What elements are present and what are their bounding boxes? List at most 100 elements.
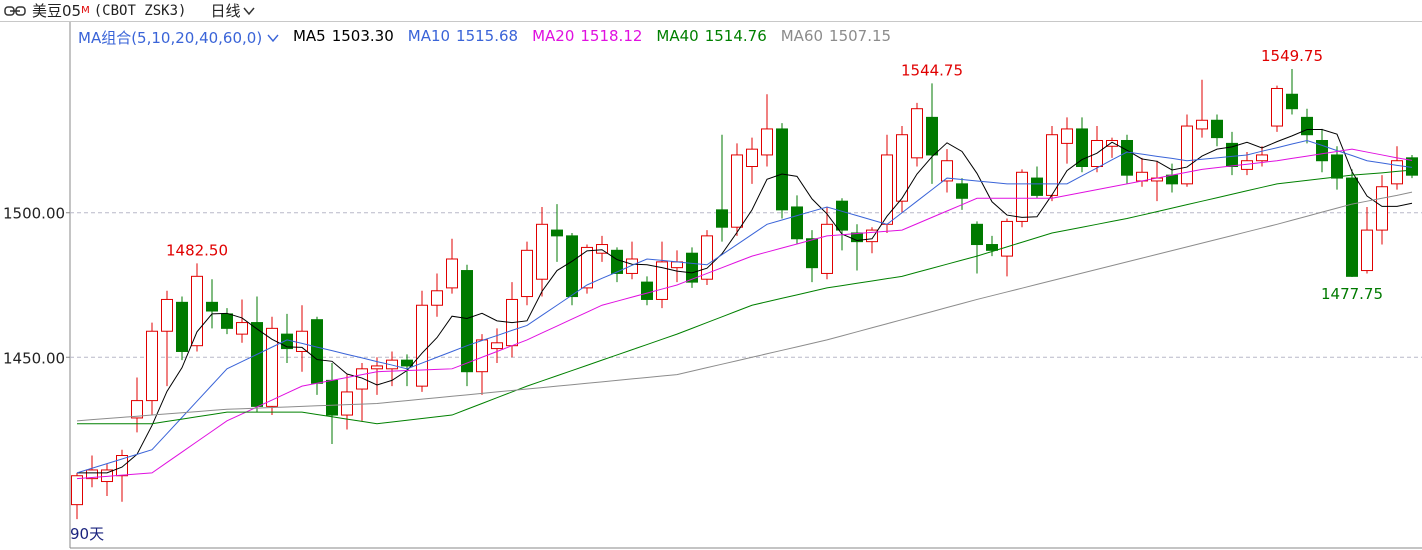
extreme-label: 1549.75 (1261, 47, 1323, 65)
candle-body (1061, 128, 1073, 144)
candle-body (146, 330, 158, 402)
candle-body (1211, 119, 1223, 139)
candle-body (416, 304, 428, 387)
ma-line (76, 139, 1413, 474)
extreme-label: 1477.75 (1321, 285, 1383, 303)
candle-body (1286, 93, 1298, 110)
ma-selector[interactable]: MA组合(5,10,20,40,60,0) (78, 27, 279, 48)
legend-entry: MA5 1503.30 (293, 27, 394, 48)
legend-name: MA20 (532, 27, 575, 45)
candle-body (611, 249, 623, 274)
candle-body (386, 359, 398, 370)
extreme-label: 1544.75 (901, 61, 963, 79)
candle-body (161, 298, 173, 332)
candle-body (686, 252, 698, 283)
candle-body (1376, 186, 1388, 231)
candle-body (566, 235, 578, 298)
candle-body (206, 301, 218, 312)
candle-body (716, 209, 728, 228)
period-selector[interactable]: 日线 (210, 2, 241, 20)
candle-body (1331, 154, 1343, 179)
candle-body (221, 313, 233, 329)
legend-value: 1514.76 (704, 27, 767, 45)
candle-body (851, 232, 863, 243)
link-icon[interactable] (4, 5, 26, 16)
ma-legend: MA组合(5,10,20,40,60,0) MA5 1503.30 MA10 1515… (78, 27, 891, 48)
extreme-label: 1482.50 (166, 241, 228, 259)
candle-body (596, 244, 608, 254)
candle-body (1106, 139, 1118, 147)
ma-line (77, 169, 1413, 425)
candle-body (1121, 139, 1133, 176)
legend-value: 1518.12 (580, 27, 643, 45)
candle-body (236, 322, 248, 335)
candle-body (341, 391, 353, 416)
candle-body (446, 258, 458, 289)
candle-body (1076, 128, 1088, 168)
candle-body (836, 200, 848, 231)
candle-body (911, 108, 923, 159)
candle-body (176, 301, 188, 352)
candle-body (761, 128, 773, 156)
candle-body (1031, 177, 1043, 196)
candle-body (926, 116, 938, 156)
candle-body (491, 342, 503, 350)
y-tick-label: 1450.00 (3, 349, 65, 367)
ma-line (77, 129, 1413, 474)
ma-line (76, 191, 1413, 422)
candle-body (1016, 171, 1028, 222)
candle-body (551, 229, 563, 237)
candle-body (806, 238, 818, 269)
candle-body (326, 379, 338, 416)
candle-body (1001, 220, 1013, 257)
candle-body (296, 330, 308, 352)
candle-body (116, 455, 128, 477)
legend-entry: MA10 1515.68 (408, 27, 518, 48)
candle-body (1301, 116, 1313, 136)
candle-body (71, 475, 83, 506)
candle-body (431, 290, 443, 306)
candle-body (311, 319, 323, 384)
candle-body (356, 368, 368, 390)
symbol-code: (CBOT ZSK3) (93, 2, 187, 19)
ma-combo-label: MA组合(5,10,20,40,60,0) (78, 29, 263, 47)
symbol-name: 美豆05 (32, 2, 82, 20)
candle-body (881, 154, 893, 225)
legend-name: MA60 (780, 27, 824, 45)
candle-body (266, 327, 278, 407)
candle-body (941, 160, 953, 182)
candle-body (131, 400, 143, 419)
candle-body (626, 258, 638, 274)
candle-body (731, 154, 743, 228)
candle-body (1361, 229, 1373, 272)
candle-body (986, 244, 998, 251)
days-label: 90天 (70, 525, 105, 543)
legend-name: MA5 (292, 27, 326, 45)
candle-body (746, 148, 758, 168)
legend-value: 1503.30 (331, 27, 394, 45)
candle-body (371, 365, 383, 370)
candle-body (971, 223, 983, 246)
candle-body (1181, 125, 1193, 185)
candle-body (461, 270, 473, 373)
candle-body (476, 339, 488, 373)
candle-body (1316, 139, 1328, 162)
candle-body (791, 206, 803, 240)
y-tick-label: 1500.00 (3, 205, 65, 223)
candle-body (581, 246, 593, 289)
legend-value: 1507.15 (829, 27, 892, 45)
candle-body (1046, 134, 1058, 196)
candle-body (1346, 177, 1358, 277)
candle-body (1271, 87, 1283, 127)
candle-body (776, 128, 788, 211)
ma-dropdown[interactable] (267, 34, 279, 43)
candle-body (1136, 171, 1148, 182)
candle-body (536, 223, 548, 280)
candle-body (1166, 174, 1178, 185)
legend-value: 1515.68 (456, 27, 519, 45)
legend-entry: MA20 1518.12 (532, 27, 642, 48)
candle-body (656, 261, 668, 300)
period-dropdown[interactable] (242, 6, 256, 16)
